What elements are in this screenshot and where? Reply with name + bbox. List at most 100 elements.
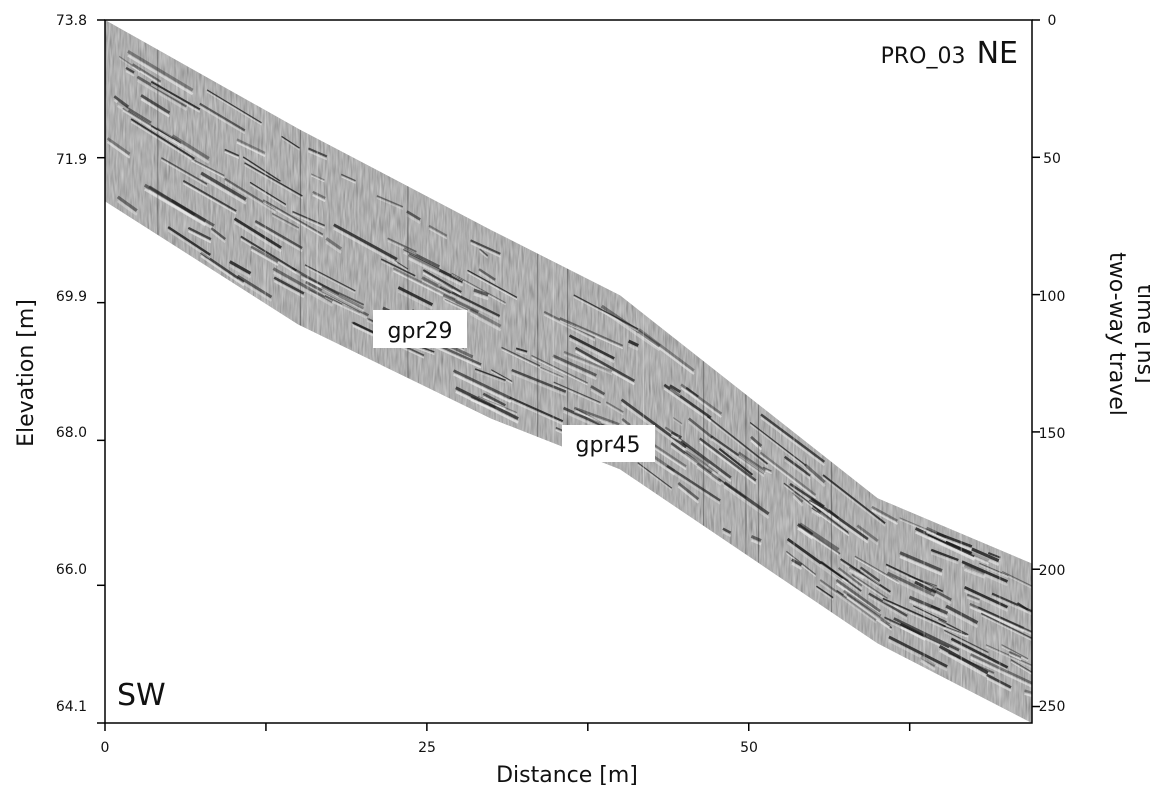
- reflector-light: [229, 264, 252, 279]
- reflector-dark: [470, 239, 501, 255]
- reflector-light: [442, 297, 479, 318]
- reflector-light: [117, 199, 138, 216]
- reflector-light: [590, 389, 605, 399]
- reflector-dark: [453, 369, 512, 400]
- reflector-light: [127, 54, 194, 96]
- reflector-dark: [786, 550, 817, 575]
- reflector-dark: [914, 580, 937, 595]
- profile-direction: NE: [977, 36, 1018, 71]
- reflector-light: [122, 110, 182, 148]
- reflector-dark: [944, 629, 989, 653]
- reflector-light: [224, 181, 277, 214]
- reflector-light: [341, 176, 356, 184]
- reflector-dark: [621, 417, 631, 427]
- reflector-dark: [822, 474, 886, 524]
- reflector-dark: [156, 127, 182, 143]
- y-left-tick-label: 64.1: [56, 699, 87, 715]
- reflector-dark: [942, 625, 967, 636]
- reflector-dark: [531, 354, 588, 384]
- reflector-dark: [930, 587, 952, 601]
- reflector-light: [187, 230, 212, 244]
- reflector-dark: [325, 237, 342, 250]
- y-axis-right: [1032, 19, 1040, 708]
- reflector-light: [376, 197, 404, 210]
- reflector-light: [978, 609, 1032, 636]
- reflector-light: [148, 189, 196, 220]
- reflector-dark: [930, 604, 941, 611]
- reflector-dark: [511, 368, 567, 393]
- reflector-dark: [540, 366, 564, 378]
- reflector-dark: [899, 622, 926, 638]
- reflector-dark: [402, 247, 440, 268]
- reflector-dark: [310, 173, 325, 181]
- reflector-dark: [816, 509, 850, 535]
- reflector-light: [797, 527, 814, 540]
- reflector-dark: [723, 481, 770, 516]
- y-right-tick-label: 200: [1039, 563, 1066, 579]
- reflector-dark: [1016, 602, 1029, 611]
- reflector-dark: [324, 294, 343, 305]
- reflector-light: [150, 83, 201, 113]
- reflector-dark: [127, 50, 194, 92]
- reflector-light: [531, 357, 588, 386]
- reflector-light: [191, 160, 225, 179]
- reflector-dark: [908, 575, 938, 587]
- reflector-dark: [886, 571, 936, 597]
- reflector-light: [926, 530, 947, 542]
- reflector-dark: [467, 269, 518, 298]
- reflector-light: [809, 501, 824, 511]
- reflector-light: [167, 229, 211, 260]
- reflector-light: [963, 568, 985, 579]
- reflector-light: [762, 469, 772, 474]
- reflector-dark: [130, 118, 196, 160]
- reflectors: [106, 20, 1032, 723]
- reflector-light: [408, 257, 464, 287]
- reflector-light: [718, 480, 747, 501]
- x-tick-label: 0: [101, 740, 110, 756]
- reflector-light: [304, 266, 356, 294]
- annotation-label: gpr45: [576, 433, 641, 458]
- reflector-dark: [856, 524, 879, 542]
- reflector-light: [244, 164, 303, 199]
- reflector-light: [969, 606, 1025, 633]
- reflector-dark: [979, 562, 1009, 577]
- y-right-tick-label: 0: [1048, 13, 1057, 29]
- reflector-dark: [846, 593, 891, 626]
- reflector-dark: [696, 462, 722, 483]
- reflector-light: [515, 350, 528, 356]
- reflector-light: [1008, 653, 1022, 661]
- reflector-light: [840, 561, 891, 596]
- reflector-light: [786, 541, 844, 584]
- reflector-dark: [305, 280, 370, 317]
- reflector-dark: [854, 555, 899, 583]
- reflector-dark: [563, 350, 613, 373]
- annotation-gpr29: gpr29: [373, 310, 467, 348]
- reflector-dark: [750, 534, 762, 542]
- reflector-dark: [971, 547, 1000, 563]
- reflector-light: [140, 98, 170, 118]
- reflector-light: [637, 464, 673, 491]
- x-tick-label: 50: [740, 740, 758, 756]
- reflector-light: [250, 249, 279, 267]
- reflector-dark: [422, 269, 462, 293]
- reflector-light: [470, 242, 501, 258]
- reflector-dark: [242, 156, 281, 182]
- reflector-light: [422, 272, 462, 296]
- reflector-light: [699, 440, 757, 485]
- reflector-light: [236, 141, 266, 158]
- reflector-light: [696, 466, 722, 486]
- reflector-light: [681, 446, 710, 470]
- reflector-dark: [380, 258, 416, 277]
- reflector-dark: [199, 102, 246, 132]
- reflector-dark: [397, 286, 434, 306]
- reflector-dark: [236, 138, 266, 155]
- reflector-light: [491, 371, 513, 384]
- reflector-dark: [455, 386, 519, 420]
- reflector-dark: [819, 579, 877, 621]
- y-axis-right-title-line2: time [ns]: [1132, 284, 1150, 383]
- reflector-light: [309, 291, 361, 316]
- reflector-light: [182, 182, 237, 215]
- reflector-dark: [820, 560, 862, 592]
- reflector-light: [428, 228, 448, 240]
